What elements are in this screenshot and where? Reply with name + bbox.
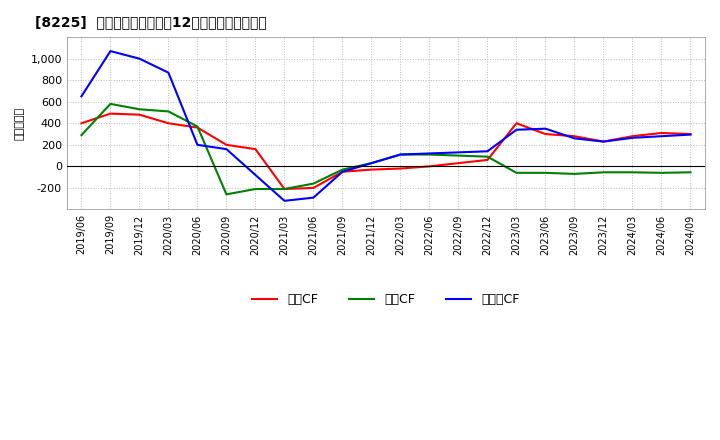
フリーCF — [483, 149, 492, 154]
営業CF — [106, 111, 114, 116]
フリーCF — [251, 172, 260, 178]
投資CF — [425, 152, 433, 157]
投資CF — [251, 187, 260, 192]
投資CF — [483, 154, 492, 159]
フリーCF — [512, 127, 521, 132]
営業CF — [280, 187, 289, 192]
Text: [8225]  キャッシュフローの12か月移動合計の推移: [8225] キャッシュフローの12か月移動合計の推移 — [35, 15, 267, 29]
投資CF — [338, 167, 347, 172]
営業CF — [483, 157, 492, 162]
営業CF — [570, 134, 579, 139]
投資CF — [164, 109, 173, 114]
フリーCF — [222, 147, 230, 152]
投資CF — [396, 152, 405, 157]
営業CF — [367, 167, 376, 172]
フリーCF — [396, 152, 405, 157]
Line: 営業CF: 営業CF — [81, 114, 690, 189]
営業CF — [599, 139, 608, 144]
フリーCF — [570, 136, 579, 141]
投資CF — [599, 170, 608, 175]
営業CF — [135, 112, 144, 117]
営業CF — [193, 125, 202, 130]
フリーCF — [77, 94, 86, 99]
Line: フリーCF: フリーCF — [81, 51, 690, 201]
営業CF — [222, 142, 230, 147]
営業CF — [541, 132, 550, 137]
フリーCF — [164, 70, 173, 75]
フリーCF — [135, 56, 144, 61]
フリーCF — [338, 169, 347, 174]
投資CF — [222, 192, 230, 197]
フリーCF — [628, 135, 636, 140]
フリーCF — [280, 198, 289, 203]
営業CF — [454, 161, 463, 166]
フリーCF — [106, 48, 114, 54]
営業CF — [338, 169, 347, 174]
フリーCF — [686, 132, 695, 137]
フリーCF — [425, 151, 433, 156]
投資CF — [77, 132, 86, 138]
フリーCF — [541, 126, 550, 131]
営業CF — [686, 132, 695, 137]
営業CF — [77, 121, 86, 126]
フリーCF — [193, 142, 202, 147]
フリーCF — [657, 134, 666, 139]
投資CF — [280, 187, 289, 192]
営業CF — [657, 130, 666, 136]
投資CF — [657, 170, 666, 176]
Y-axis label: （百万円）: （百万円） — [15, 107, 25, 140]
フリーCF — [367, 161, 376, 166]
投資CF — [541, 170, 550, 176]
投資CF — [193, 124, 202, 129]
Legend: 営業CF, 投資CF, フリーCF: 営業CF, 投資CF, フリーCF — [247, 288, 525, 311]
Line: 投資CF: 投資CF — [81, 104, 690, 194]
営業CF — [309, 185, 318, 191]
投資CF — [106, 101, 114, 106]
投資CF — [454, 153, 463, 158]
営業CF — [251, 147, 260, 152]
営業CF — [512, 121, 521, 126]
投資CF — [367, 161, 376, 166]
投資CF — [686, 170, 695, 175]
営業CF — [396, 166, 405, 171]
投資CF — [628, 170, 636, 175]
投資CF — [309, 181, 318, 186]
投資CF — [570, 171, 579, 176]
フリーCF — [454, 150, 463, 155]
営業CF — [628, 134, 636, 139]
投資CF — [135, 106, 144, 112]
フリーCF — [309, 195, 318, 200]
営業CF — [164, 121, 173, 126]
投資CF — [512, 170, 521, 176]
フリーCF — [599, 139, 608, 144]
営業CF — [425, 164, 433, 169]
